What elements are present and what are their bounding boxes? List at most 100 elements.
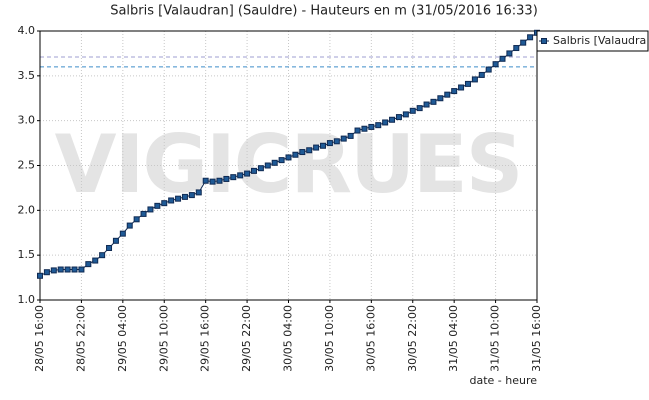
x-tick-label: 30/05 22:00	[406, 305, 419, 372]
point	[313, 144, 320, 151]
point	[202, 177, 209, 184]
x-tick-label: 28/05 22:00	[74, 305, 87, 372]
point	[257, 165, 264, 172]
point	[57, 266, 64, 273]
watermark: VIGICRUES	[55, 118, 522, 211]
point	[50, 267, 57, 274]
point	[478, 71, 485, 78]
legend-marker	[541, 38, 547, 44]
x-tick-label: 29/05 10:00	[157, 305, 170, 372]
point	[181, 193, 188, 200]
point	[43, 269, 50, 276]
point	[264, 162, 271, 169]
point	[161, 200, 168, 207]
x-axis-label: date - heure	[469, 374, 537, 387]
point	[485, 66, 492, 73]
point	[306, 147, 313, 154]
point	[71, 266, 78, 273]
chart-title: Salbris [Valaudran] (Sauldre) - Hauteurs…	[110, 4, 538, 19]
point	[112, 237, 119, 244]
point	[347, 132, 354, 139]
x-tick-label: 30/05 04:00	[282, 305, 295, 372]
legend-label: Salbris [Valaudra	[553, 34, 646, 47]
point	[147, 206, 154, 213]
point	[78, 266, 85, 273]
point	[299, 149, 306, 156]
point	[168, 197, 175, 204]
point	[423, 101, 430, 108]
point	[278, 157, 285, 164]
legend-box	[536, 30, 649, 52]
point	[126, 222, 133, 229]
point	[223, 175, 230, 182]
point	[285, 154, 292, 161]
point	[492, 61, 499, 68]
point	[216, 177, 223, 184]
point	[333, 138, 340, 145]
point	[140, 210, 147, 217]
plot-frame	[39, 30, 538, 301]
point	[85, 261, 92, 268]
point	[382, 119, 389, 126]
point	[175, 195, 182, 202]
x-tick-label: 29/05 16:00	[199, 305, 212, 372]
point	[499, 55, 506, 62]
point	[250, 167, 257, 174]
point	[37, 272, 43, 279]
y-tick-label: 3.5	[18, 69, 36, 82]
point	[244, 170, 251, 177]
point	[195, 189, 202, 196]
point	[464, 80, 471, 87]
point	[402, 111, 409, 118]
point	[471, 76, 478, 83]
point	[92, 257, 99, 264]
point	[340, 135, 347, 142]
point	[326, 140, 333, 147]
point	[230, 174, 237, 181]
point	[527, 34, 534, 41]
point	[506, 50, 513, 57]
y-tick-label: 2.5	[18, 159, 36, 172]
x-tick-label: 28/05 16:00	[33, 305, 46, 372]
point	[209, 178, 216, 185]
point	[188, 192, 195, 199]
point	[64, 266, 71, 273]
x-tick-label: 29/05 22:00	[240, 305, 253, 372]
x-tick-label: 30/05 16:00	[364, 305, 377, 372]
point	[375, 122, 382, 129]
point	[520, 39, 527, 46]
point	[133, 216, 140, 223]
x-tick-label: 30/05 10:00	[323, 305, 336, 372]
point	[237, 172, 244, 179]
point	[354, 127, 361, 134]
x-tick-label: 31/05 04:00	[447, 305, 460, 372]
point	[395, 114, 402, 121]
point	[513, 45, 520, 52]
point	[271, 159, 278, 166]
y-tick-label: 3.0	[18, 114, 36, 127]
y-tick-label: 1.5	[18, 248, 36, 261]
x-tick-label: 29/05 04:00	[116, 305, 129, 372]
point	[99, 252, 106, 259]
y-tick-label: 2.0	[18, 203, 36, 216]
point	[106, 244, 113, 251]
y-tick-label: 4.0	[18, 24, 36, 37]
point	[361, 125, 368, 132]
point	[292, 151, 299, 158]
x-tick-label: 31/05 16:00	[530, 305, 543, 372]
point	[458, 84, 465, 91]
point	[389, 116, 396, 123]
point	[444, 91, 451, 98]
point	[430, 98, 437, 105]
point	[119, 230, 126, 237]
point	[437, 95, 444, 102]
point	[451, 88, 458, 95]
point	[154, 202, 161, 209]
y-tick-label: 1.0	[18, 293, 36, 306]
point	[416, 105, 423, 112]
x-tick-label: 31/05 10:00	[489, 305, 502, 372]
point	[409, 107, 416, 114]
point	[320, 142, 327, 149]
